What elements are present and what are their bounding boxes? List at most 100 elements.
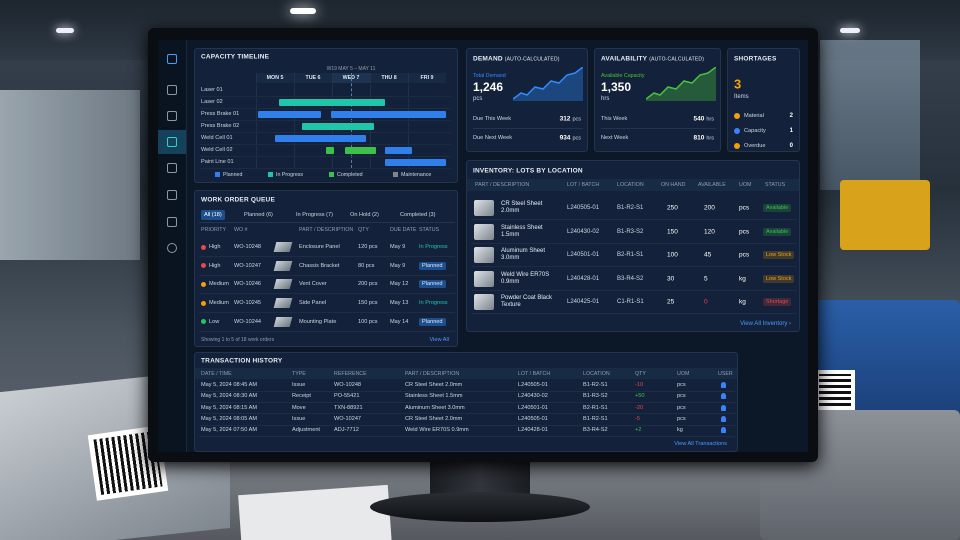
day-divider [294,84,295,168]
priority: Medium [209,281,229,288]
week-label: W19 MAY 5 – MAY 11 [326,66,376,72]
monitor-base [370,492,590,522]
cell: kg [739,298,746,306]
cell: 150 pcs [358,300,378,307]
shortage-value: 0 [789,143,793,149]
wo-number: WO-10245 [234,300,262,307]
shortage-label: Capacity [744,128,766,134]
tab[interactable]: Planned (6) [244,212,273,218]
part-name: Aluminum Sheet 3.0mm [501,248,546,261]
gantt-bar [385,146,412,154]
row-label: Due This Week [473,116,512,122]
nav-icon[interactable] [167,217,177,227]
day-label: MON 5 [266,75,284,81]
nav-icon[interactable] [167,85,177,95]
cell: 45 [704,251,712,259]
metric-label: Total Demand [473,73,506,79]
metric-value: 1,246 [473,80,504,94]
nav-icon[interactable] [167,243,177,253]
cell: pcs [677,404,686,411]
cell: Issue [292,382,306,388]
panel-title: TRANSACTION HISTORY [201,357,283,365]
cell: Receipt [292,393,311,400]
resource-label: Paint Line 01 [201,159,234,165]
value: 934 [559,134,571,142]
forklift [840,180,930,250]
status: In Progress [419,244,448,250]
cell: 100 pcs [358,318,378,325]
row-line [199,120,451,121]
row-line [199,390,735,392]
cell: L240505-01 [567,205,600,211]
divider [473,128,583,129]
panel-title: WORK ORDER QUEUE [201,196,275,204]
inventory-panel: INVENTORY: LOTS BY LOCATION PART / DESCRI… [466,160,800,332]
nav-icon[interactable] [167,163,177,173]
part-thumb [474,200,494,216]
cell: WO-10247 [334,415,362,422]
cell: B1-R3-S2 [583,393,608,400]
value: 810 [693,134,705,142]
cell: B1-R2-S1 [617,205,644,211]
day-header [408,73,446,83]
row-line [199,256,455,257]
wo-number: WO-10244 [234,318,262,325]
row-value: 540 hrs [694,116,715,123]
tab[interactable]: All (18) [201,210,225,220]
tab[interactable]: On Hold (2) [350,212,379,218]
nav-icon[interactable] [167,111,177,121]
shortage-icon [734,143,740,149]
cell: 25 [667,298,675,306]
column-header: STATUS [419,227,440,233]
work-order-queue: WORK ORDER QUEUE All (18) Planned (6) In Pr… [194,190,458,347]
table-header-bg [467,179,799,191]
priority-dot [201,263,206,269]
column-header: UOM [677,371,690,377]
divider [601,128,716,129]
nav-icon[interactable] [167,54,177,64]
column-header: WO # [234,227,248,233]
cell: B2-R1-S1 [617,252,644,258]
panel-title: DEMAND (AUTO-CALCULATED) [473,56,560,63]
priority-dot [201,300,206,306]
nav-icon[interactable] [167,137,177,147]
row-label: Due Next Week [473,135,513,141]
cell: Chassis Bracket [299,262,340,269]
view-all-link[interactable]: View All Transactions [674,441,727,447]
view-all-link[interactable]: View All [429,337,450,343]
cell: Enclosure Panel [299,244,340,250]
cell: May 9 [390,262,406,269]
tab[interactable]: Completed (3) [400,212,436,218]
legend-swatch [329,172,334,177]
gantt-bar [275,134,367,142]
part-name: Stainless Sheet 1.5mm [501,224,543,238]
nav-active [158,130,186,154]
cell: C1-R1-S1 [617,299,644,305]
column-header: DUE DATE [390,227,417,233]
row-line [471,219,797,220]
nav-icon[interactable] [167,190,177,200]
ceiling-light [56,28,74,33]
demand-card: DEMAND (AUTO-CALCULATED) Total Demand 1,246… [466,48,588,152]
cell: Side Panel [299,300,327,307]
cell: CR Steel Sheet 2.0mm [405,382,463,388]
cell: WO-10248 [334,382,362,388]
priority: Medium [209,300,229,307]
priority-dot [201,244,206,250]
wo-number: WO-10246 [234,281,262,288]
legend-label: In Progress [276,172,304,178]
cell: kg [739,275,746,282]
column-header: TYPE [292,371,306,377]
column-header: PART / DESCRIPTION [299,227,354,233]
cell: pcs [677,382,686,388]
cell: B3-R4-S2 [617,275,644,282]
cell: 120 [704,228,715,235]
cell: May 9 [390,244,406,250]
cell: L240505-01 [518,382,548,388]
column-header: PRIORITY [201,227,227,233]
resource-label: Press Brake 01 [201,111,240,117]
shortages-card: SHORTAGES 3 Items Material 2 Capacity 1 Overdue… [727,48,800,152]
cell: May 5, 2024 07:50 AM [201,427,257,434]
tab[interactable]: In Progress (7) [296,212,333,218]
view-all-link[interactable]: View All Inventory › [740,321,791,327]
